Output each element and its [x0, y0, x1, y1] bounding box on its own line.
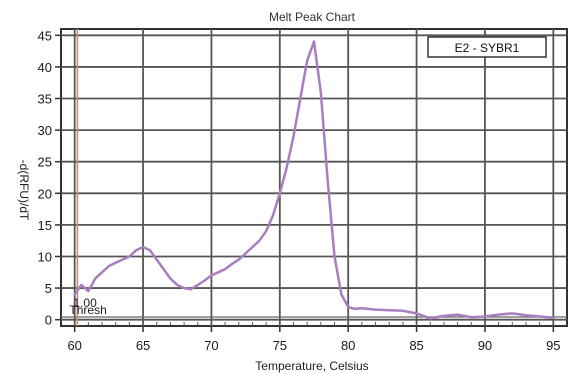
series-layer	[73, 40, 555, 320]
x-tick-label: 75	[273, 338, 287, 353]
threshold-sublabel: Thresh	[69, 303, 106, 317]
y-tick-label: 5	[45, 281, 52, 296]
y-tick-label: 35	[38, 92, 52, 107]
y-tick-label: 25	[38, 155, 52, 170]
legend: E2 - SYBR1	[427, 36, 547, 58]
x-tick-label: 65	[136, 338, 150, 353]
x-tick-label: 95	[546, 338, 560, 353]
legend-series-label: E2 - SYBR1	[455, 41, 520, 55]
x-tick-label: 85	[409, 338, 423, 353]
y-tick-label: 10	[38, 249, 52, 264]
y-tick-label: 20	[38, 186, 52, 201]
threshold-label: 1.00	[73, 296, 97, 310]
y-tick-label: 40	[38, 60, 52, 75]
y-axis-ticks: 0 5 10 15 20 25 30 35 40 45	[38, 28, 61, 328]
y-tick-label: 30	[38, 123, 52, 138]
x-axis-title: Temperature, Celsius	[255, 359, 368, 373]
y-tick-label: 45	[38, 28, 52, 43]
x-tick-label: 60	[67, 338, 81, 353]
grid-lines	[61, 29, 567, 326]
x-axis-ticks: 60 65 70 75 80 85 90 95	[67, 326, 561, 353]
y-tick-label: 0	[45, 313, 52, 328]
legend-box	[427, 36, 547, 58]
chart-title: Melt Peak Chart	[269, 10, 356, 24]
y-tick-label: 15	[38, 218, 52, 233]
y-axis-title: -d(RFU)/dT	[17, 160, 31, 221]
x-tick-label: 70	[204, 338, 218, 353]
x-tick-label: 90	[478, 338, 492, 353]
plot-area	[60, 28, 568, 327]
x-tick-label: 80	[341, 338, 355, 353]
series-line	[73, 40, 555, 320]
